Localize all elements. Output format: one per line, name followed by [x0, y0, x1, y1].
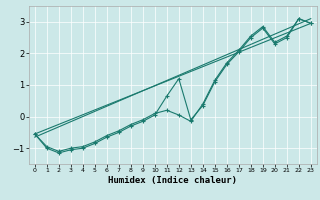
- X-axis label: Humidex (Indice chaleur): Humidex (Indice chaleur): [108, 176, 237, 185]
